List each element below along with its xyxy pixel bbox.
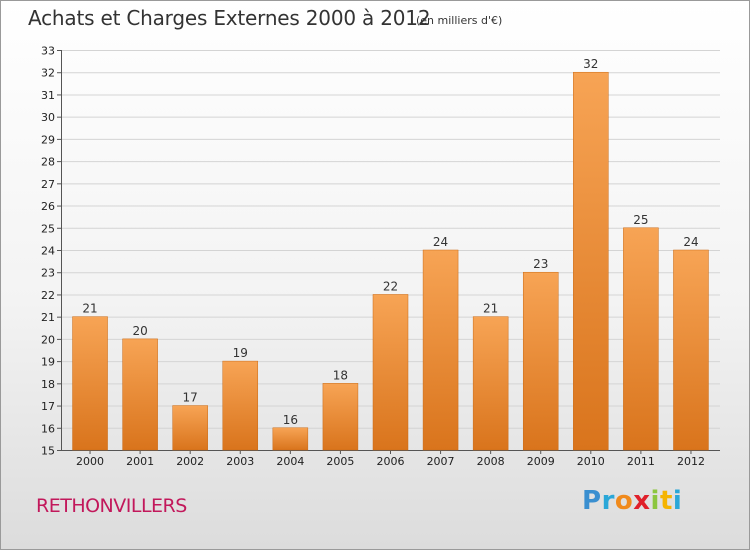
bar-value-label: 23 (533, 257, 548, 271)
x-tick-label: 2011 (627, 455, 655, 468)
x-tick-label: 2002 (176, 455, 204, 468)
bar-2008 (472, 316, 509, 451)
y-tick-label: 26 (41, 200, 55, 213)
proxiti-logo[interactable]: Proxiti (582, 486, 683, 516)
bar-value-label: 22 (383, 279, 398, 293)
bar-2007 (422, 249, 459, 451)
bars (72, 71, 709, 451)
bar-value-label: 21 (82, 302, 97, 316)
bar-2004 (272, 427, 309, 451)
bar-2006 (372, 294, 409, 451)
x-tick-label: 2003 (226, 455, 254, 468)
bar-value-label: 16 (283, 413, 298, 427)
x-tick-label: 2000 (76, 455, 104, 468)
y-tick-label: 32 (41, 67, 55, 80)
y-tick-label: 24 (41, 245, 55, 258)
x-tick-label: 2004 (276, 455, 304, 468)
bar-value-label: 32 (583, 57, 598, 71)
y-tick-label: 28 (41, 156, 55, 169)
y-tick-label: 15 (41, 445, 55, 458)
bar-value-label: 19 (233, 346, 248, 360)
bar-value-label: 24 (683, 235, 698, 249)
y-tick-label: 31 (41, 89, 55, 102)
bar-2003 (222, 360, 259, 451)
bar-2001 (122, 338, 158, 451)
x-tick-label: 2006 (377, 455, 405, 468)
x-tick-label: 2005 (326, 455, 354, 468)
y-tick-label: 25 (41, 222, 55, 235)
bar-value-label: 24 (433, 235, 448, 249)
x-tick-label: 2001 (126, 455, 154, 468)
x-tick-label: 2010 (577, 455, 605, 468)
y-tick-label: 21 (41, 311, 55, 324)
bar-value-label: 25 (633, 213, 648, 227)
bar-value-label: 20 (132, 324, 147, 338)
x-tick-label: 2008 (477, 455, 505, 468)
bar-2000 (72, 316, 108, 451)
x-tick-label: 2012 (677, 455, 705, 468)
y-tick-label: 19 (41, 356, 55, 369)
y-tick-label: 20 (41, 333, 55, 346)
y-tick-label: 27 (41, 178, 55, 191)
bar-2005 (322, 383, 359, 451)
bar-2002 (172, 405, 208, 451)
x-tick-label: 2009 (527, 455, 555, 468)
chart-subtitle: (en milliers d'€) (416, 14, 503, 27)
bar-2009 (522, 271, 559, 451)
bar-2010 (573, 71, 609, 451)
axes: 15 16 17 18 19 20 21 22 23 24 25 26 27 28 29 30 31 32 33 20… (41, 45, 720, 468)
y-tick-label: 18 (41, 378, 55, 391)
y-tick-label: 23 (41, 267, 55, 280)
bar-2012 (673, 249, 709, 451)
y-tick-label: 16 (41, 422, 55, 435)
value-labels: 21 20 17 19 16 18 22 24 21 23 32 25 24 (82, 57, 698, 427)
y-tick-label: 33 (41, 45, 55, 58)
y-tick-label: 29 (41, 133, 55, 146)
bar-value-label: 17 (183, 391, 198, 405)
bar-value-label: 21 (483, 302, 498, 316)
town-name: RETHONVILLERS (36, 495, 187, 517)
y-tick-label: 17 (41, 400, 55, 413)
y-tick-label: 30 (41, 111, 55, 124)
bar-2011 (623, 227, 659, 451)
bar-value-label: 18 (333, 368, 348, 382)
chart-title: Achats et Charges Externes 2000 à 2012 (28, 6, 431, 30)
x-tick-label: 2007 (427, 455, 455, 468)
y-tick-label: 22 (41, 289, 55, 302)
